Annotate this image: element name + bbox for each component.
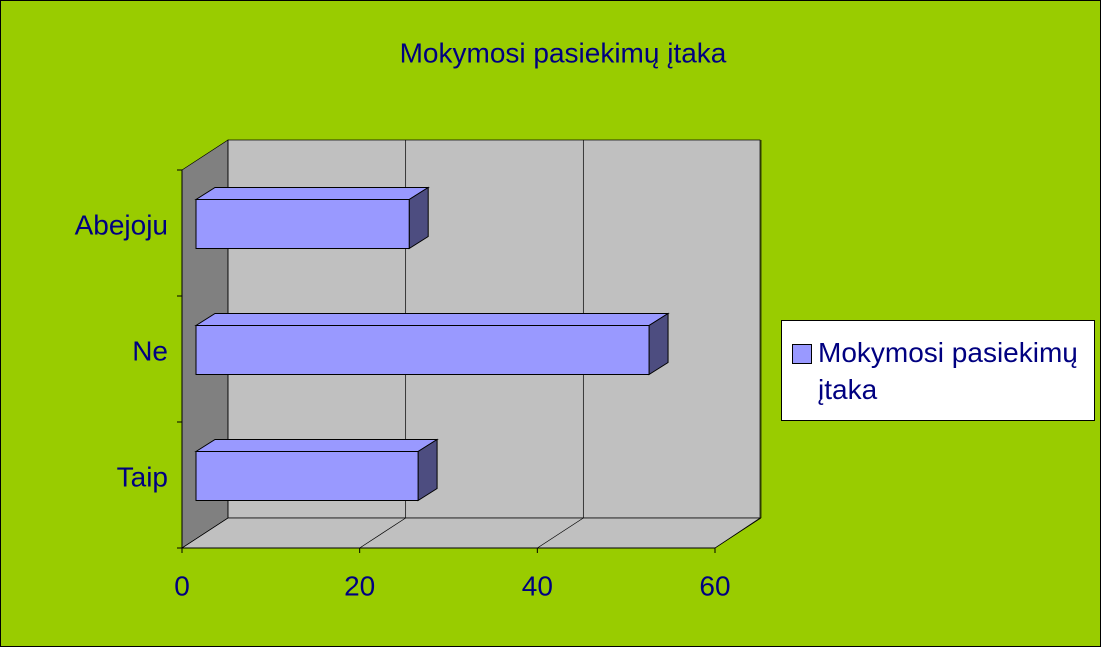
bar-front: [195, 325, 650, 375]
legend: Mokymosi pasiekimų įtaka: [781, 320, 1095, 421]
bar: [194, 312, 670, 376]
floor-grid-line: [537, 517, 584, 549]
x-tick-label: 60: [699, 570, 730, 601]
bar-top: [194, 313, 670, 326]
x-tick-label: 40: [522, 570, 553, 601]
bar: [194, 438, 439, 502]
bar-top: [194, 439, 439, 452]
bar-top: [194, 187, 430, 200]
bar-front: [195, 451, 419, 501]
floor: [180, 517, 762, 549]
floor-grid-line: [359, 517, 406, 549]
y-tick-label: Abejoju: [75, 209, 168, 240]
floor-grid-line: [714, 517, 762, 549]
x-tick-label: 20: [344, 570, 375, 601]
floor-grid-line: [181, 517, 229, 549]
legend-swatch: [792, 344, 812, 364]
x-tick-label: 0: [174, 570, 190, 601]
bar: [194, 186, 430, 250]
y-tick-label: Ne: [132, 335, 168, 366]
bar-front: [195, 199, 410, 249]
legend-label: Mokymosi pasiekimų įtaka: [818, 336, 1078, 405]
chart-title: Mokymosi pasiekimų įtaka: [400, 37, 727, 68]
y-tick-label: Taip: [117, 461, 168, 492]
